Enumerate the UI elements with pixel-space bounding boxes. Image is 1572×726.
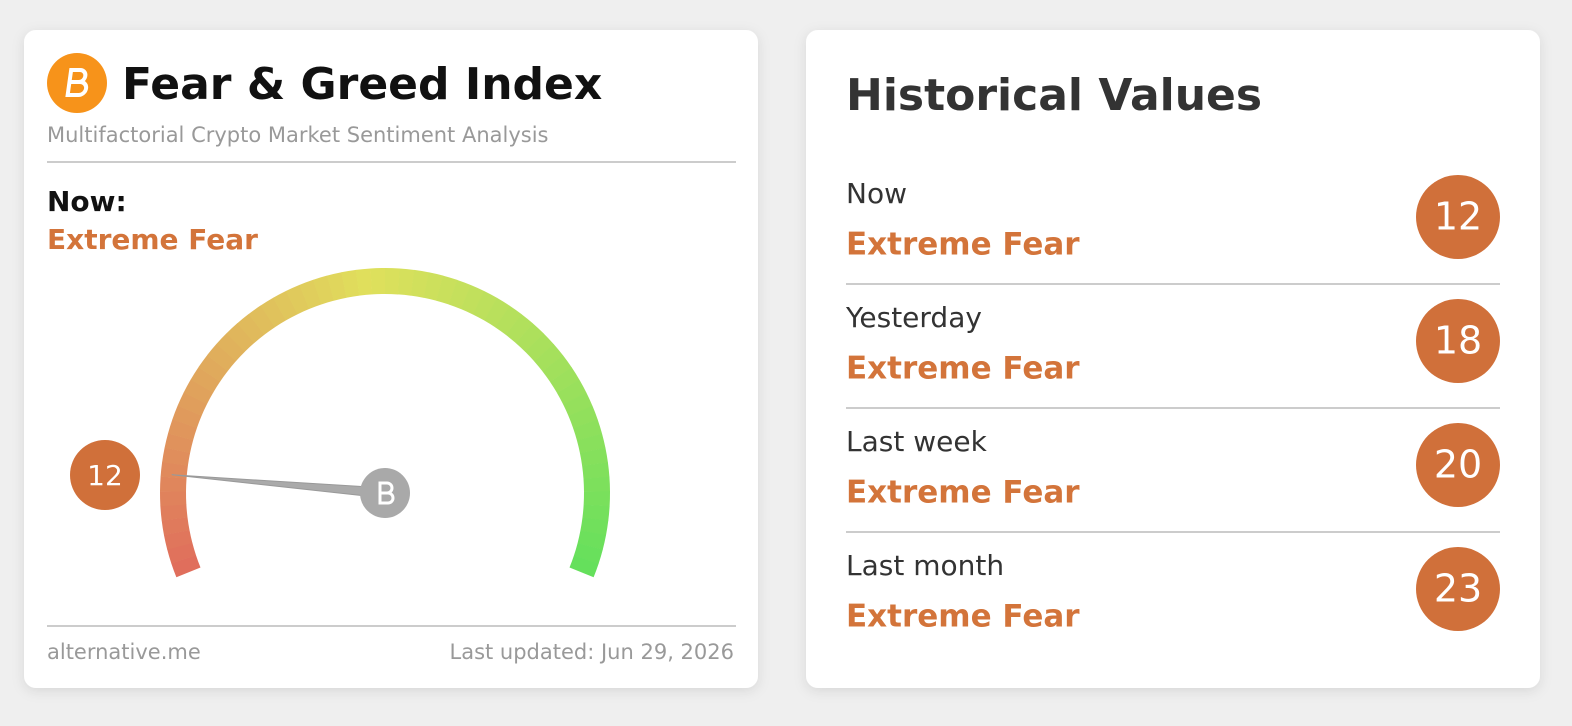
arc-segment <box>573 542 603 564</box>
arc-segment <box>164 433 194 454</box>
arc-segment <box>410 269 429 298</box>
arc-segment <box>167 542 197 564</box>
arc-segment <box>423 272 444 301</box>
card <box>806 30 1540 688</box>
arc-segment <box>436 275 458 305</box>
arc-segment <box>525 333 554 362</box>
row-label: Now <box>846 177 907 210</box>
arc-segment <box>177 392 208 416</box>
arc-segment <box>534 344 564 372</box>
row-badge <box>1416 423 1500 507</box>
arc-segment <box>327 272 347 301</box>
row-label: Yesterday <box>845 301 982 334</box>
value-badge-text: 12 <box>87 459 123 492</box>
arc-segment <box>582 462 610 480</box>
arc-segment <box>183 379 214 405</box>
arc-segment <box>172 405 202 429</box>
now-label: Now: <box>47 185 127 218</box>
arc-segment <box>163 529 193 550</box>
arc-segment <box>285 284 310 315</box>
arc-segment <box>237 313 265 344</box>
row-value: 12 <box>1434 195 1482 239</box>
arc-segment <box>216 333 246 362</box>
arc-segment <box>162 447 191 466</box>
arc-segment <box>569 555 599 578</box>
arc-segment <box>190 366 221 393</box>
arc-segment <box>583 476 610 492</box>
arc-segment <box>248 305 276 335</box>
row-badge <box>1416 547 1500 631</box>
row-badge <box>1416 299 1500 383</box>
row-value: 20 <box>1434 443 1482 487</box>
row-classification: Extreme Fear <box>846 599 1080 635</box>
row-classification: Extreme Fear <box>846 351 1080 387</box>
row-label: Last week <box>846 425 988 458</box>
arc-segment <box>161 517 190 536</box>
arc-segment <box>568 405 598 429</box>
arc-segment <box>582 504 610 521</box>
arc-segment <box>341 269 360 298</box>
arc-segment <box>272 290 298 321</box>
arc-segment <box>226 323 255 352</box>
row-value: 18 <box>1434 319 1482 363</box>
row-classification: Extreme Fear <box>846 475 1080 511</box>
arc-segment <box>573 419 603 441</box>
arc-segment <box>472 291 498 321</box>
history-title: Historical Values <box>846 70 1262 121</box>
arc-segment <box>448 279 472 310</box>
arc-segment <box>505 314 534 344</box>
row-value: 23 <box>1434 567 1482 611</box>
arc-segment <box>484 297 510 328</box>
arc-segment <box>355 268 373 296</box>
row-badge <box>1416 175 1500 259</box>
arc-segment <box>312 275 335 305</box>
row-classification: Extreme Fear <box>846 227 1080 263</box>
arc-segment <box>460 284 485 315</box>
subtitle: Multifactorial Crypto Market Sentiment A… <box>47 123 549 147</box>
arc-segment <box>515 323 544 353</box>
gauge-arc <box>160 267 610 578</box>
bitcoin-icon <box>47 53 107 113</box>
arc-segment <box>542 355 572 383</box>
arc-segment <box>562 392 593 417</box>
arc-segment <box>171 555 201 578</box>
card <box>24 30 758 688</box>
arc-segment <box>576 433 606 454</box>
arc-segment <box>397 268 415 296</box>
arc-segment <box>160 476 187 492</box>
arc-segment <box>495 305 522 335</box>
arc-segment <box>580 517 609 536</box>
title: Fear & Greed Index <box>122 59 602 110</box>
arc-segment <box>549 367 580 394</box>
arc-segment <box>299 279 322 310</box>
arc-segment <box>556 379 587 405</box>
row-label: Last month <box>846 549 1004 582</box>
arc-segment <box>579 447 608 467</box>
last-updated: Last updated: Jun 29, 2026 <box>450 640 735 664</box>
now-classification: Extreme Fear <box>47 223 258 256</box>
value-badge <box>70 440 140 510</box>
arc-segment <box>577 530 607 550</box>
arc-segment <box>168 419 198 441</box>
source: alternative.me <box>47 640 201 664</box>
arc-segment <box>207 343 237 372</box>
hub-icon <box>378 481 395 505</box>
arc-segment <box>160 504 188 521</box>
arc-segment <box>260 297 287 328</box>
arc-segment <box>198 355 228 382</box>
